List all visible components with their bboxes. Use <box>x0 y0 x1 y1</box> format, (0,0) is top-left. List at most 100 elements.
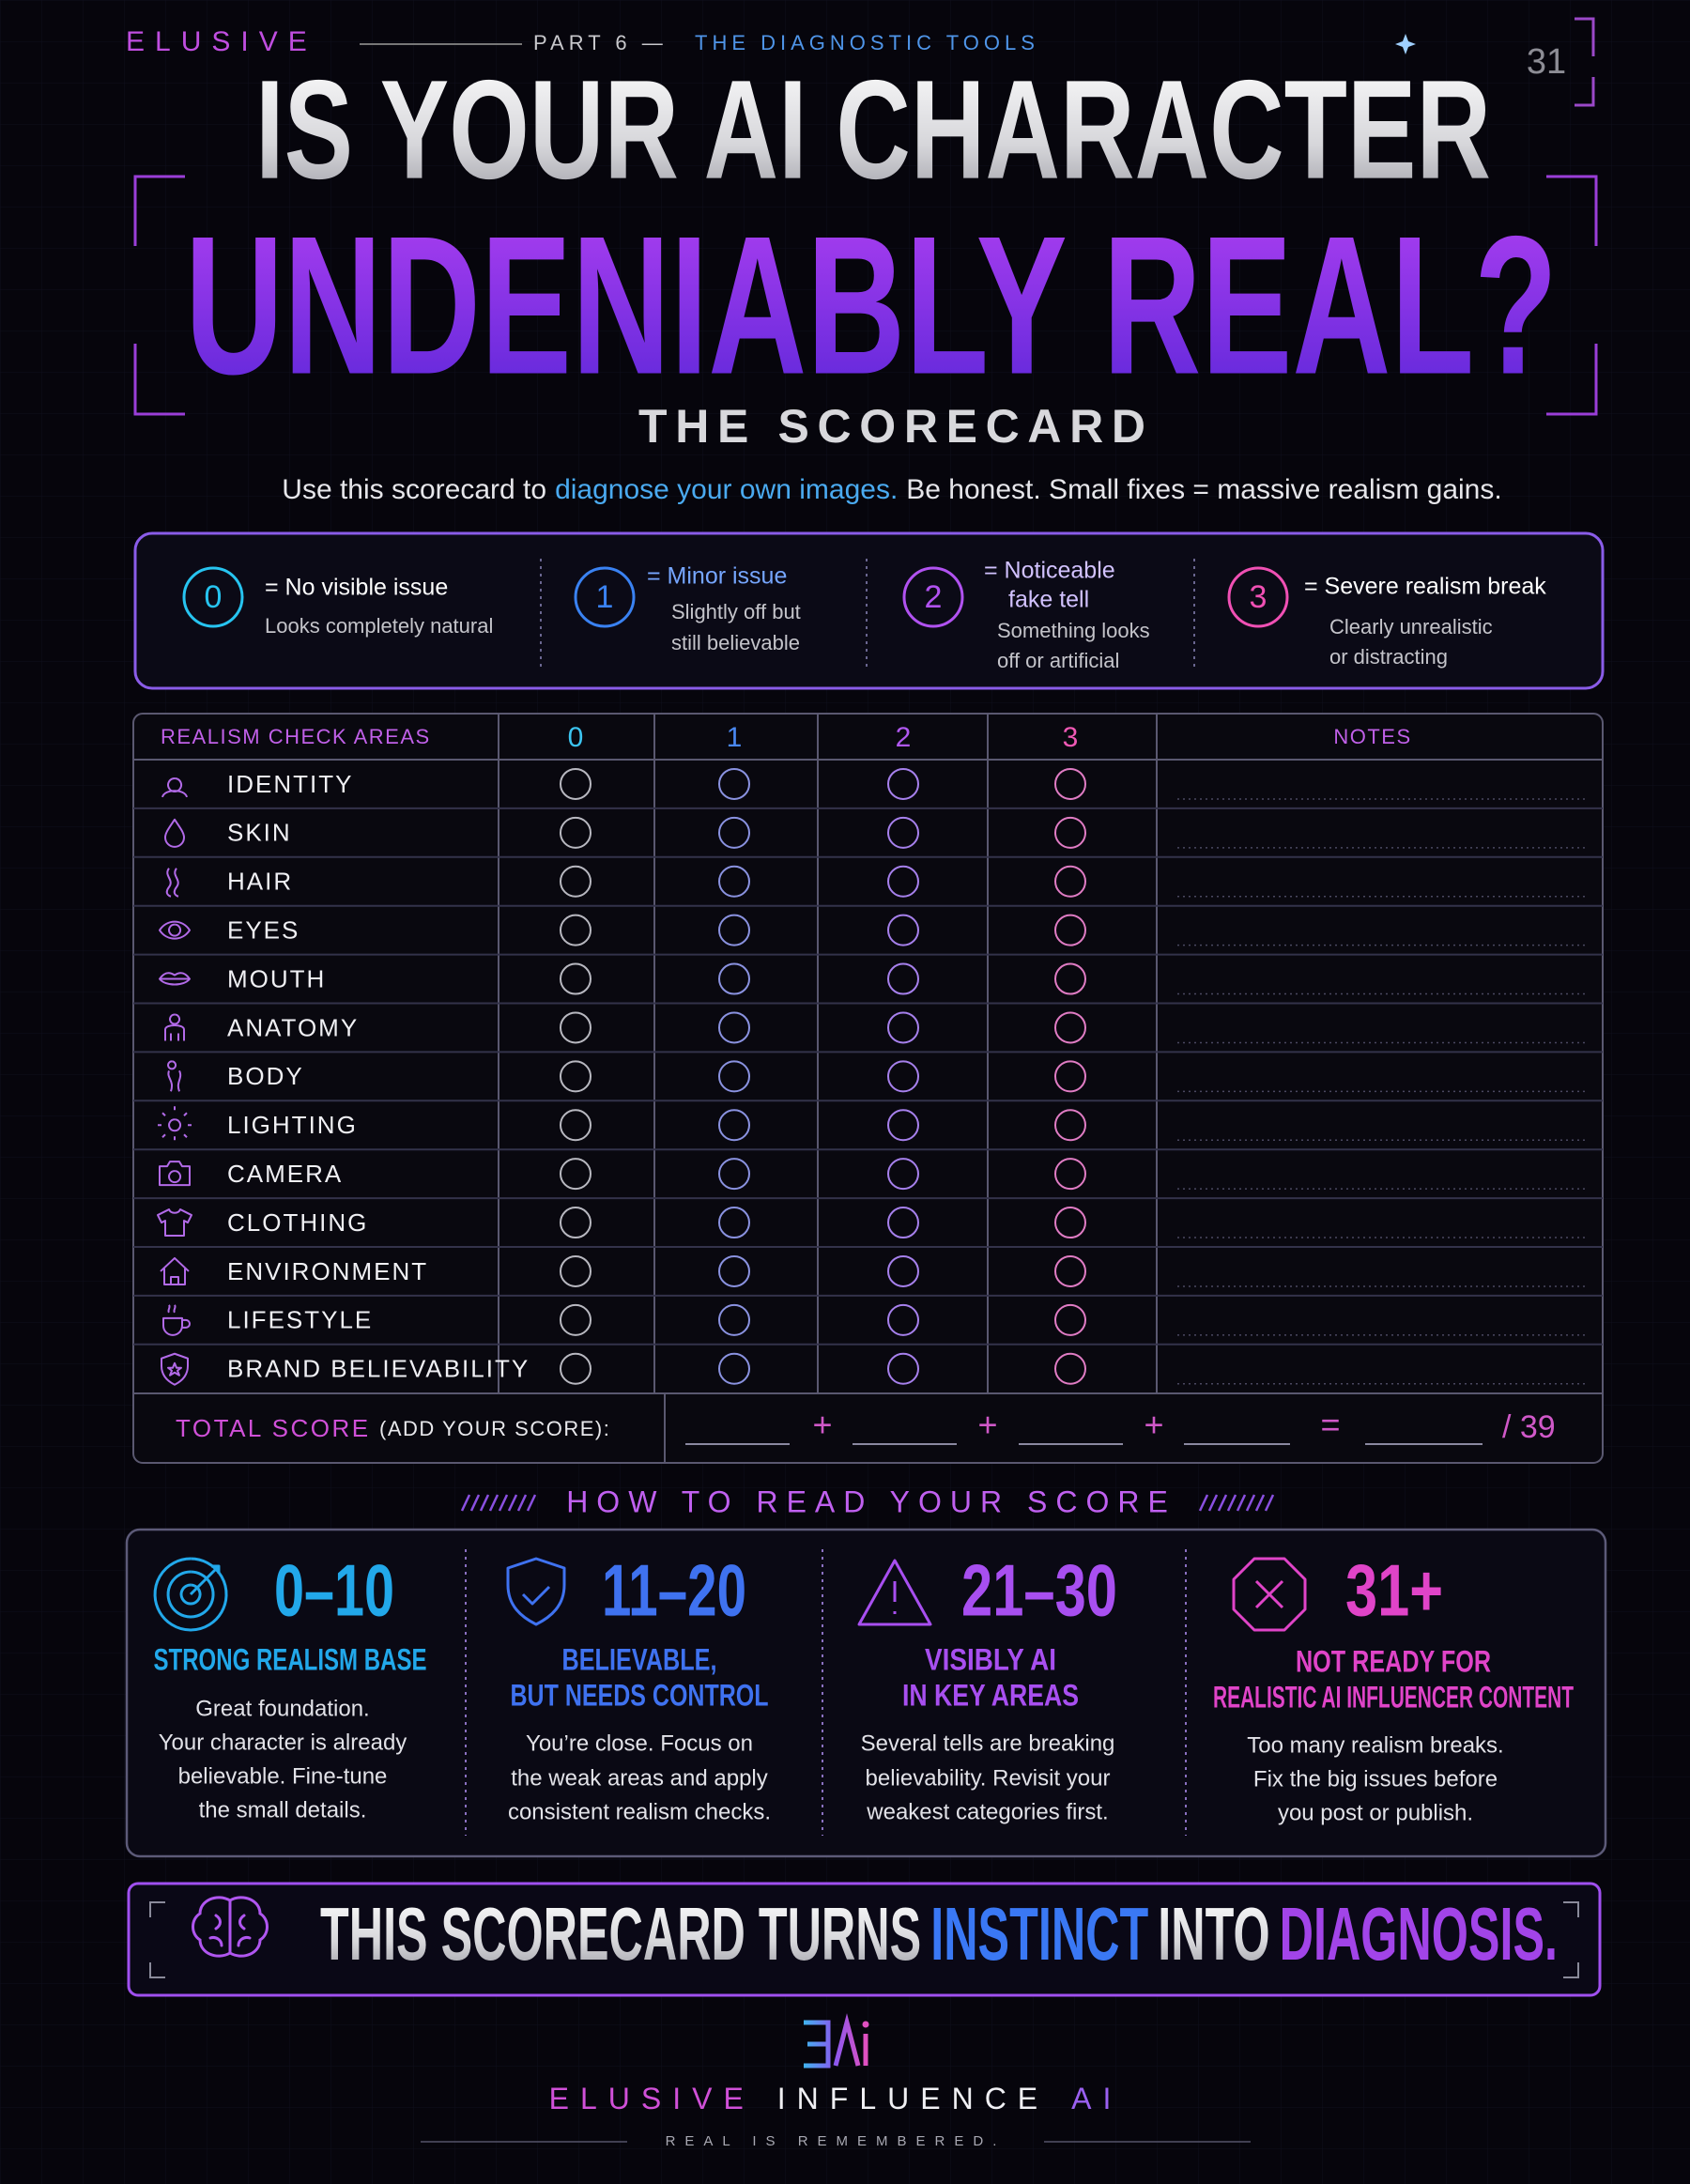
total-label: TOTAL SCORE <box>176 1414 371 1442</box>
logo-mark <box>804 2013 868 2069</box>
legend-description: still believable <box>671 631 800 654</box>
rule <box>507 1494 518 1512</box>
score-option <box>560 914 592 946</box>
band-range: 31+ <box>1345 1549 1443 1632</box>
legend-label: = Severe realism break <box>1304 574 1546 600</box>
band-text: Several tells are breaking <box>861 1730 1115 1756</box>
band-text: you post or publish. <box>1278 1800 1473 1825</box>
rule <box>1254 1494 1266 1512</box>
score-table <box>132 713 1604 1464</box>
score-option <box>718 1254 750 1287</box>
score-option <box>560 1352 592 1385</box>
row-icon <box>159 972 191 986</box>
score-option <box>1054 914 1086 946</box>
score-option <box>718 1109 750 1142</box>
row-icon <box>159 920 191 940</box>
score-option <box>1054 767 1086 800</box>
row-icon <box>162 1304 191 1336</box>
rule <box>479 1494 490 1512</box>
title-line-1: IS YOUR AI CHARACTER <box>255 51 1491 208</box>
logo-dot <box>862 2021 869 2028</box>
rule <box>469 1494 481 1512</box>
score-option <box>718 767 750 800</box>
row-icon <box>158 1106 192 1141</box>
score-option <box>887 1254 919 1287</box>
score-option <box>887 1352 919 1385</box>
sparkle <box>1395 34 1416 54</box>
row-icon <box>157 1208 192 1238</box>
row-label: MOUTH <box>227 964 326 992</box>
legend-description: Looks completely natural <box>265 614 493 638</box>
part-label: PART 6 — <box>533 31 668 54</box>
tagline: REAL IS REMEMBERED. <box>666 2133 1006 2149</box>
rule <box>488 1494 499 1512</box>
band-text: believability. Revisit your <box>866 1765 1111 1791</box>
row-label: LIFESTYLE <box>227 1306 373 1334</box>
band-heading: STRONG REALISM BASE <box>154 1642 427 1676</box>
banner <box>127 1882 1602 1997</box>
score-option <box>1054 1254 1086 1287</box>
row-label: BRAND BELIEVABILITY <box>227 1355 530 1383</box>
band-text: Too many realism breaks. <box>1247 1732 1503 1758</box>
score-option <box>718 1352 750 1385</box>
banner-text: THIS SCORECARD TURNSINSTINCTINTODIAGNOSI… <box>320 1892 1558 1976</box>
score-option <box>560 816 592 849</box>
band-range: 11–20 <box>602 1549 746 1632</box>
banner-middle: INTO <box>1158 1892 1269 1976</box>
rule <box>1264 1494 1275 1512</box>
banner-lead: THIS SCORECARD TURNS <box>320 1892 921 1976</box>
score-option <box>718 1158 750 1191</box>
subtitle: THE SCORECARD <box>638 400 1145 453</box>
score-option <box>718 1303 750 1336</box>
score-option <box>887 962 919 995</box>
brand: ELUSIVE <box>126 26 317 57</box>
score-option <box>718 865 750 898</box>
column-header: NOTES <box>1333 725 1411 748</box>
band-text: the small details. <box>199 1797 367 1823</box>
score-option <box>1054 1109 1086 1142</box>
rule <box>1236 1494 1247 1512</box>
band-text: consistent realism checks. <box>508 1799 771 1824</box>
score-option <box>887 1109 919 1142</box>
plus-sign: + <box>1144 1406 1163 1444</box>
row-label: SKIN <box>227 819 292 847</box>
row-icon <box>159 1161 191 1187</box>
total-hint: (ADD YOUR SCORE): <box>379 1417 610 1440</box>
band-heading: IN KEY AREAS <box>902 1678 1079 1712</box>
footer-brand-3: AI <box>1071 2082 1122 2115</box>
score-option <box>560 1207 592 1239</box>
score-option <box>1054 1207 1086 1239</box>
score-option <box>887 914 919 946</box>
corner <box>149 1901 1579 1978</box>
score-badge-label: 3 <box>1250 579 1268 615</box>
legend-label: = Noticeable <box>984 558 1115 584</box>
corner <box>1575 17 1595 107</box>
score-option <box>887 1303 919 1336</box>
score-option <box>1054 865 1086 898</box>
score-option <box>1054 962 1086 995</box>
title-line-2: UNDENIABLY REAL? <box>185 194 1558 415</box>
brain-icon <box>192 1896 269 1958</box>
column-header: 0 <box>568 722 584 753</box>
row-icon <box>161 1352 189 1386</box>
max-score: / 39 <box>1502 1409 1556 1445</box>
score-option <box>887 767 919 800</box>
column-header: 2 <box>896 722 912 753</box>
score-option <box>887 1158 919 1191</box>
row-icon <box>164 1013 185 1041</box>
row-label: IDENTITY <box>227 770 353 798</box>
band-icon <box>857 1559 932 1626</box>
bracket <box>133 175 185 416</box>
row-label: ANATOMY <box>227 1013 359 1041</box>
rule <box>1198 1494 1209 1512</box>
score-option <box>718 1060 750 1093</box>
score-badge <box>574 566 636 628</box>
column-header: 3 <box>1063 722 1079 753</box>
score-option <box>1054 1303 1086 1336</box>
band-heading: BUT NEEDS CONTROL <box>511 1678 769 1712</box>
intro: Use this scorecard to diagnose your own i… <box>282 474 1501 505</box>
row-label: EYES <box>227 916 300 945</box>
rule <box>1207 1494 1219 1512</box>
